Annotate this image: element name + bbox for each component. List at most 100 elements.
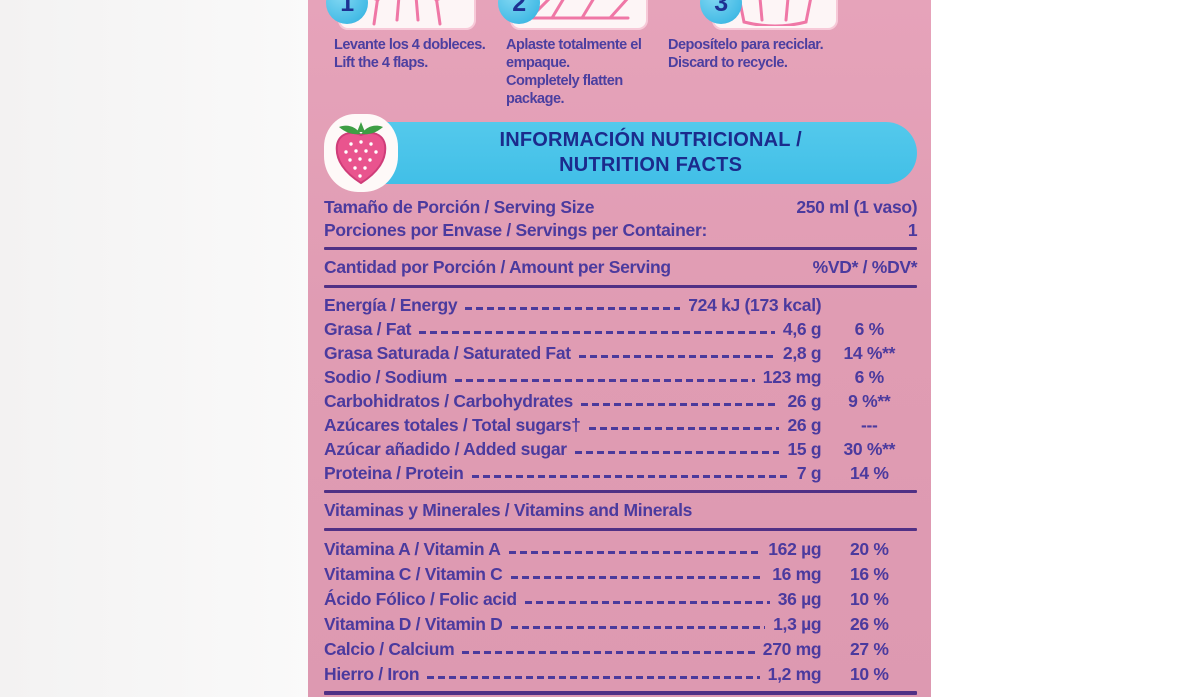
- nutrient-label: Azúcar añadido / Added sugar: [324, 439, 567, 459]
- nutrient-label: Ácido Fólico / Folic acid: [324, 589, 517, 609]
- strawberry-icon-graphic: [335, 122, 387, 185]
- step-1-text: Levante los 4 dobleces. Lift the 4 flaps…: [334, 36, 496, 72]
- divider: [324, 285, 918, 288]
- step-1-illustration-box: 1: [326, 0, 476, 30]
- nutrient-dv: 14 %: [849, 463, 889, 483]
- step-3-illustration-box: 3: [700, 0, 838, 30]
- daily-value-label: %VD* / %DV*: [812, 257, 918, 277]
- nutrient-amount: 36 µg: [777, 589, 822, 609]
- nutrient-label: Vitamina C / Vitamin C: [324, 564, 503, 584]
- dot-leader: [508, 551, 761, 554]
- banner-title-line2: NUTRITION FACTS: [559, 154, 743, 176]
- flatten-package-illustration: [526, 0, 630, 20]
- nutrition-label-panel: 1 Levante los 4 dobleces. Lift the 4 fla…: [308, 0, 932, 697]
- table-row-iron: Hierro / Iron 1,2 mg 10 %: [324, 662, 917, 687]
- table-row-energy: Energía / Energy 724 kJ (173 kcal): [324, 293, 917, 317]
- nutrient-dv: 10 %: [849, 589, 889, 609]
- nutrition-banner: INFORMACIÓN NUTRICIONAL / NUTRITION FACT…: [324, 114, 918, 192]
- nutrient-amount: 16 mg: [772, 564, 822, 584]
- servings-per-container-value: 1: [907, 220, 918, 240]
- step-number: 1: [340, 0, 354, 17]
- dot-leader: [578, 354, 775, 358]
- nutrient-dv: 26 %: [849, 614, 889, 634]
- recycle-step-1: 1 Levante los 4 dobleces. Lift the 4 fla…: [324, 0, 496, 108]
- step-2-text-en: Completely flatten package.: [506, 73, 623, 107]
- table-row-vitamin-d: Vitamina D / Vitamin D 1,3 µg 26 %: [324, 612, 917, 637]
- dot-leader: [465, 306, 681, 310]
- dot-leader: [574, 450, 780, 454]
- strawberry-icon: [324, 114, 398, 192]
- nutrient-amount: 2,8 g: [782, 343, 822, 363]
- step-1-text-en: Lift the 4 flaps.: [334, 55, 428, 71]
- nutrient-amount: 26 g: [787, 415, 822, 435]
- nutrient-dv: 9 %**: [848, 391, 891, 411]
- nutrient-dv: 20 %: [849, 539, 889, 559]
- step-3-text-es: Deposítelo para reciclar.: [668, 37, 824, 53]
- step-1-text-es: Levante los 4 dobleces.: [334, 37, 486, 53]
- dot-leader: [471, 474, 789, 478]
- servings-per-container-label: Porciones por Envase / Servings per Cont…: [324, 220, 707, 240]
- table-row-vitamin-a: Vitamina A / Vitamin A 162 µg 20 %: [324, 537, 917, 562]
- nutrient-label: Sodio / Sodium: [324, 367, 448, 387]
- serving-info: Tamaño de Porción / Serving Size 250 ml …: [324, 196, 918, 242]
- nutrient-label: Vitamina D / Vitamin D: [324, 614, 503, 634]
- table-row-saturated-fat: Grasa Saturada / Saturated Fat 2,8 g 14 …: [324, 341, 917, 365]
- nutrient-amount: 270 mg: [762, 639, 822, 659]
- nutrient-label: Vitamina A / Vitamin A: [324, 539, 501, 559]
- nutrient-amount: 123 mg: [762, 367, 822, 387]
- nutrient-dv: 10 %: [849, 664, 889, 684]
- step-3-text: Deposítelo para reciclar. Discard to rec…: [668, 36, 917, 72]
- table-row-protein: Proteina / Protein 7 g 14 %: [324, 461, 917, 485]
- dot-leader: [581, 402, 780, 406]
- dot-leader: [524, 601, 770, 604]
- nutrient-rows: Energía / Energy 724 kJ (173 kcal) Grasa…: [324, 293, 917, 485]
- table-row-fat: Grasa / Fat 4,6 g 6 %: [324, 317, 917, 341]
- nutrient-label: Calcio / Calcium: [324, 639, 455, 659]
- dot-leader: [588, 426, 780, 430]
- nutrient-label: Proteina / Protein: [324, 463, 464, 483]
- recycle-instructions: 1 Levante los 4 dobleces. Lift the 4 fla…: [324, 0, 917, 108]
- step-2-text-es: Aplaste totalmente el empaque.: [506, 37, 642, 71]
- divider-thick: [324, 691, 918, 695]
- divider: [324, 490, 918, 493]
- nutrient-amount: 15 g: [787, 439, 822, 459]
- table-row-carbohydrates: Carbohidratos / Carbohydrates 26 g 9 %**: [324, 389, 917, 413]
- table-row-total-sugars: Azúcares totales / Total sugars† 26 g --…: [324, 413, 917, 437]
- nutrient-amount: 724 kJ (173 kcal): [688, 295, 822, 315]
- nutrient-label: Hierro / Iron: [324, 664, 420, 684]
- nutrient-amount: 1,2 mg: [767, 664, 822, 684]
- nutrient-label: Azúcares totales / Total sugars†: [324, 415, 581, 435]
- table-row-vitamin-c: Vitamina C / Vitamin C 16 mg 16 %: [324, 562, 917, 587]
- servings-per-container-row: Porciones por Envase / Servings per Cont…: [324, 219, 918, 242]
- recycle-step-2: 2 Aplaste totalmente el empaque. Complet…: [496, 0, 668, 108]
- banner-pill: [350, 122, 918, 184]
- nutrient-dv: 30 %**: [843, 439, 896, 459]
- lift-flaps-illustration: [372, 0, 442, 26]
- divider: [324, 528, 918, 531]
- nutrient-amount: 7 g: [796, 463, 822, 483]
- nutrient-label: Energía / Energy: [324, 295, 458, 315]
- carton-back-panel: 1 Levante los 4 dobleces. Lift the 4 fla…: [308, 0, 932, 697]
- nutrient-amount: 1,3 µg: [773, 614, 822, 634]
- nutrient-label: Grasa Saturada / Saturated Fat: [324, 343, 571, 363]
- banner-title-line1: INFORMACIÓN NUTRICIONAL /: [499, 129, 802, 151]
- step-number: 3: [714, 0, 728, 17]
- dot-leader: [510, 576, 765, 579]
- step-2-illustration-box: 2: [498, 0, 648, 30]
- recycle-bin-illustration: [738, 0, 812, 26]
- nutrient-dv: 14 %**: [843, 343, 896, 363]
- dot-leader: [510, 626, 766, 629]
- table-row-sodium: Sodio / Sodium 123 mg 6 %: [324, 365, 917, 389]
- serving-size-row: Tamaño de Porción / Serving Size 250 ml …: [324, 196, 918, 219]
- nutrition-table-header: Cantidad por Porción / Amount per Servin…: [324, 255, 918, 280]
- table-row-folic-acid: Ácido Fólico / Folic acid 36 µg 10 %: [324, 587, 917, 612]
- nutrient-dv: 6 %: [854, 367, 885, 387]
- nutrient-amount: 26 g: [787, 391, 822, 411]
- nutrient-dv: 6 %: [854, 319, 885, 339]
- dot-leader: [455, 378, 755, 382]
- dot-leader: [462, 651, 755, 654]
- divider: [324, 247, 918, 250]
- recycle-step-3: 3 Deposítelo para reciclar. Discard to r…: [668, 0, 917, 108]
- serving-size-label: Tamaño de Porción / Serving Size: [324, 197, 595, 217]
